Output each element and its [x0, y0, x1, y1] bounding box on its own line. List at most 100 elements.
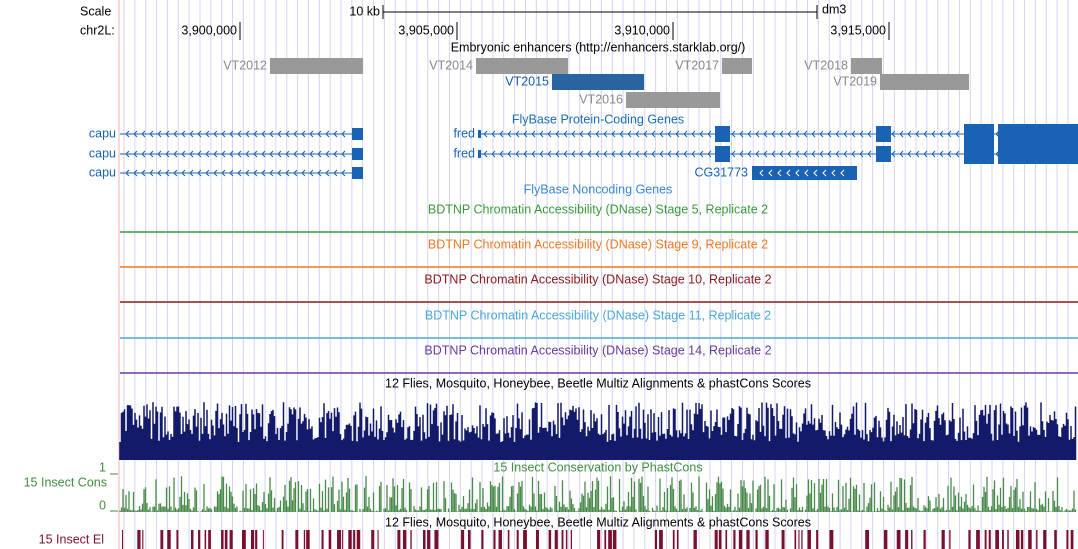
- strand-arrow: [133, 130, 138, 138]
- strand-arrow: [245, 150, 250, 158]
- exon: [478, 150, 481, 158]
- strand-arrow: [229, 169, 234, 177]
- strand-arrow: [237, 150, 242, 158]
- gene-label: capu: [89, 126, 116, 140]
- strand-arrow: [786, 169, 791, 177]
- strand-arrow: [197, 169, 202, 177]
- strand-arrow: [683, 130, 688, 138]
- strand-arrow: [253, 169, 258, 177]
- strand-arrow: [747, 150, 752, 158]
- strand-arrow: [539, 150, 544, 158]
- strand-arrow: [822, 169, 827, 177]
- strand-arrow: [293, 169, 298, 177]
- strand-arrow: [309, 150, 314, 158]
- enhancer-label: VT2015: [505, 74, 549, 88]
- strand-arrow: [309, 130, 314, 138]
- track-title: 12 Flies, Mosquito, Honeybee, Beetle Mul…: [385, 515, 811, 529]
- strand-arrow: [939, 150, 944, 158]
- strand-arrow: [213, 169, 218, 177]
- side-label: 15 Insect El: [39, 532, 104, 546]
- strand-arrow: [269, 130, 274, 138]
- strand-arrow: [523, 130, 528, 138]
- strand-arrow: [213, 130, 218, 138]
- strand-arrow: [867, 150, 872, 158]
- strand-arrow: [675, 150, 680, 158]
- strand-arrow: [133, 169, 138, 177]
- strand-arrow: [651, 130, 656, 138]
- strand-arrow: [915, 130, 920, 138]
- gene-label: capu: [89, 146, 116, 160]
- strand-arrow: [125, 150, 130, 158]
- strand-arrow: [947, 150, 952, 158]
- strand-arrow: [667, 130, 672, 138]
- gene-label: fred: [453, 146, 475, 160]
- strand-arrow: [189, 169, 194, 177]
- strand-arrow: [627, 150, 632, 158]
- track-title: FlyBase Noncoding Genes: [524, 182, 673, 196]
- strand-arrow: [269, 169, 274, 177]
- strand-arrow: [293, 150, 298, 158]
- strand-arrow: [907, 130, 912, 138]
- strand-arrow: [803, 130, 808, 138]
- conservation-wiggle: [119, 476, 1077, 512]
- strand-arrow: [261, 169, 266, 177]
- strand-arrow: [867, 130, 872, 138]
- strand-arrow: [341, 169, 346, 177]
- strand-arrow: [659, 150, 664, 158]
- scale-bar-label: 10 kb: [349, 4, 380, 18]
- exon: [998, 144, 1078, 164]
- enhancer-label: VT2014: [429, 58, 473, 72]
- track-title: 15 Insect Conservation by PhastCons: [493, 460, 702, 474]
- strand-arrow: [813, 169, 818, 177]
- strand-arrow: [579, 150, 584, 158]
- strand-arrow: [301, 150, 306, 158]
- strand-arrow: [795, 169, 800, 177]
- strand-arrow: [619, 150, 624, 158]
- exon: [964, 144, 994, 164]
- strand-arrow: [277, 169, 282, 177]
- strand-arrow: [643, 130, 648, 138]
- assembly: dm3: [822, 2, 846, 16]
- strand-arrow: [643, 150, 648, 158]
- strand-arrow: [947, 130, 952, 138]
- strand-arrow: [181, 169, 186, 177]
- strand-arrow: [811, 130, 816, 138]
- strand-arrow: [683, 150, 688, 158]
- enhancer: [270, 58, 363, 74]
- strand-arrow: [317, 150, 322, 158]
- position-label: 3,900,000: [181, 23, 237, 37]
- gene-label: fred: [453, 126, 475, 140]
- strand-arrow: [269, 150, 274, 158]
- strand-arrow: [229, 130, 234, 138]
- exon: [876, 146, 891, 162]
- strand-arrow: [787, 150, 792, 158]
- strand-arrow: [827, 150, 832, 158]
- strand-arrow: [325, 130, 330, 138]
- strand-arrow: [563, 130, 568, 138]
- strand-arrow: [587, 130, 592, 138]
- strand-arrow: [333, 169, 338, 177]
- strand-arrow: [189, 130, 194, 138]
- strand-arrow: [939, 130, 944, 138]
- strand-arrow: [221, 130, 226, 138]
- strand-arrow: [483, 130, 488, 138]
- strand-arrow: [197, 130, 202, 138]
- enhancer: [880, 74, 969, 90]
- strand-arrow: [531, 130, 536, 138]
- strand-arrow: [899, 130, 904, 138]
- strand-arrow: [325, 150, 330, 158]
- strand-arrow: [491, 130, 496, 138]
- strand-arrow: [555, 130, 560, 138]
- strand-arrow: [707, 130, 712, 138]
- strand-arrow: [277, 130, 282, 138]
- exon: [478, 130, 481, 138]
- strand-arrow: [635, 150, 640, 158]
- strand-arrow: [675, 130, 680, 138]
- strand-arrow: [149, 150, 154, 158]
- strand-arrow: [173, 169, 178, 177]
- strand-arrow: [237, 169, 242, 177]
- strand-arrow: [547, 130, 552, 138]
- element-bars: [122, 530, 1074, 549]
- strand-arrow: [595, 130, 600, 138]
